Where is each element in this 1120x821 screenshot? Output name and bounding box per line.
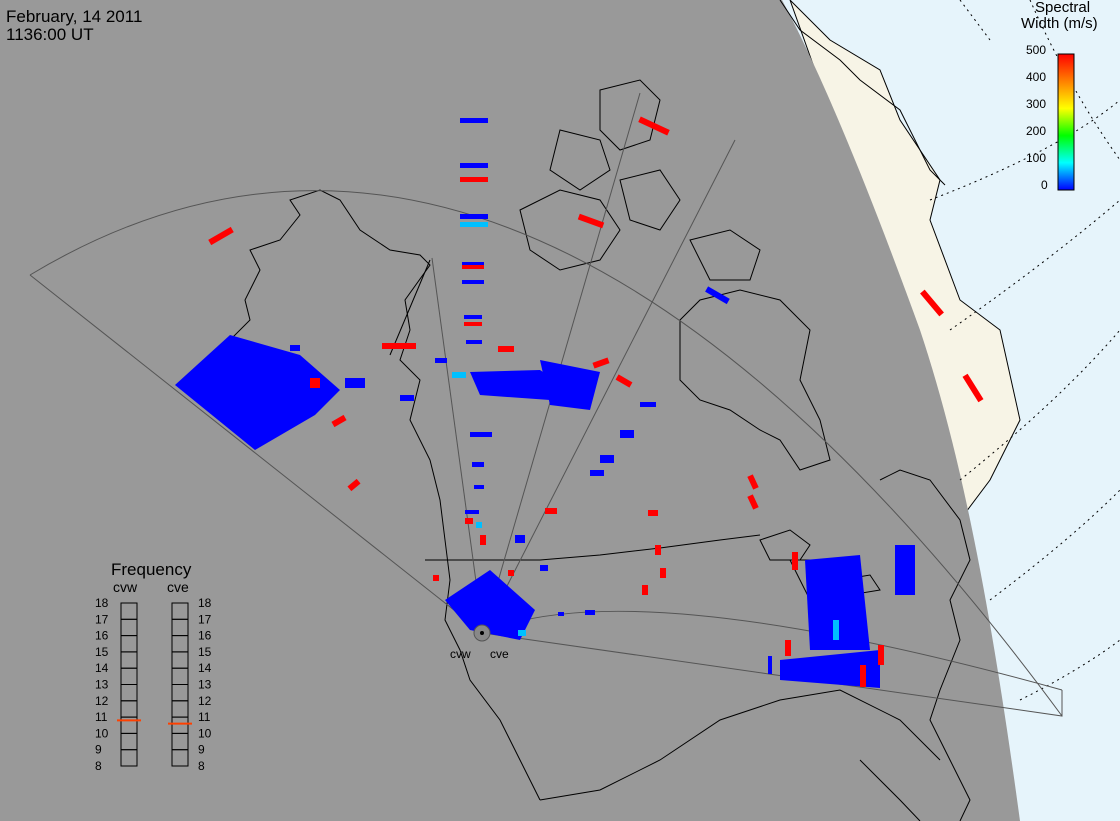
- coastlines: [179, 0, 971, 821]
- frequency-tick-left: 12: [95, 694, 109, 708]
- colorbar-tick-0: 0: [1041, 178, 1048, 192]
- colorbar-tick-500: 500: [1026, 43, 1046, 57]
- backscatter-red: [208, 116, 984, 687]
- frequency-tick-left: 15: [95, 645, 109, 659]
- colorbar-title-line2: Width (m/s): [1021, 15, 1098, 32]
- colorbar-tick-200: 200: [1026, 124, 1046, 138]
- spectral-width-colorbar: Spectral Width (m/s) 500 400 300 200 100…: [1021, 0, 1098, 192]
- frequency-tick-left: 16: [95, 629, 109, 643]
- colorbar-gradient: [1057, 53, 1075, 191]
- frequency-tick-left: 9: [95, 743, 102, 757]
- time-label: 1136:00 UT: [6, 25, 94, 44]
- frequency-tick-right: 12: [198, 694, 212, 708]
- colorbar-title-line1: Spectral: [1035, 0, 1090, 16]
- colorbar-tick-100: 100: [1026, 151, 1046, 165]
- frequency-tick-right: 10: [198, 726, 212, 740]
- frequency-title: Frequency: [111, 560, 192, 579]
- frequency-tick-right: 8: [198, 759, 205, 773]
- frequency-tick-right: 17: [198, 612, 212, 626]
- frequency-radar-a: cvw: [113, 579, 138, 595]
- frequency-tick-right: 15: [198, 645, 212, 659]
- frequency-tick-right: 16: [198, 629, 212, 643]
- frequency-tick-right: 13: [198, 678, 212, 692]
- frequency-labels: 18 18 17 17 16 16 15 15 14 14 13 13 12 12 11 11 10 10 9 9 8 8: [95, 596, 212, 773]
- radar-sites: cvw cve: [450, 624, 509, 661]
- night-side: [0, 0, 1020, 821]
- frequency-radar-b: cve: [167, 579, 189, 595]
- backscatter-blue: [175, 118, 915, 688]
- frequency-tick-right: 14: [198, 661, 212, 675]
- frequency-tick-left: 14: [95, 661, 109, 675]
- frequency-tick-left: 8: [95, 759, 102, 773]
- backscatter-cyan: [452, 222, 839, 640]
- radar-label-west: cvw: [450, 647, 471, 661]
- frequency-tick-left: 13: [95, 678, 109, 692]
- date-label: February, 14 2011: [6, 7, 142, 26]
- colorbar-tick-300: 300: [1026, 97, 1046, 111]
- frequency-boxes: [120, 602, 189, 767]
- frequency-tick-right: 18: [198, 596, 212, 610]
- colorbar-tick-400: 400: [1026, 70, 1046, 84]
- frequency-tick-right: 9: [198, 743, 205, 757]
- frequency-cell: [120, 749, 138, 767]
- frequency-cell: [171, 749, 189, 767]
- frequency-tick-left: 11: [95, 710, 108, 724]
- frequency-tick-right: 11: [198, 710, 211, 724]
- frequency-tick-left: 10: [95, 726, 109, 740]
- frequency-tick-left: 17: [95, 612, 109, 626]
- radar-label-east: cve: [490, 647, 509, 661]
- geographic-grid: [929, 0, 1120, 701]
- frequency-tick-left: 18: [95, 596, 109, 610]
- frequency-panel: Frequency cvw cve 18 18 17 17 16 16 15 15 14 14 13…: [95, 560, 212, 773]
